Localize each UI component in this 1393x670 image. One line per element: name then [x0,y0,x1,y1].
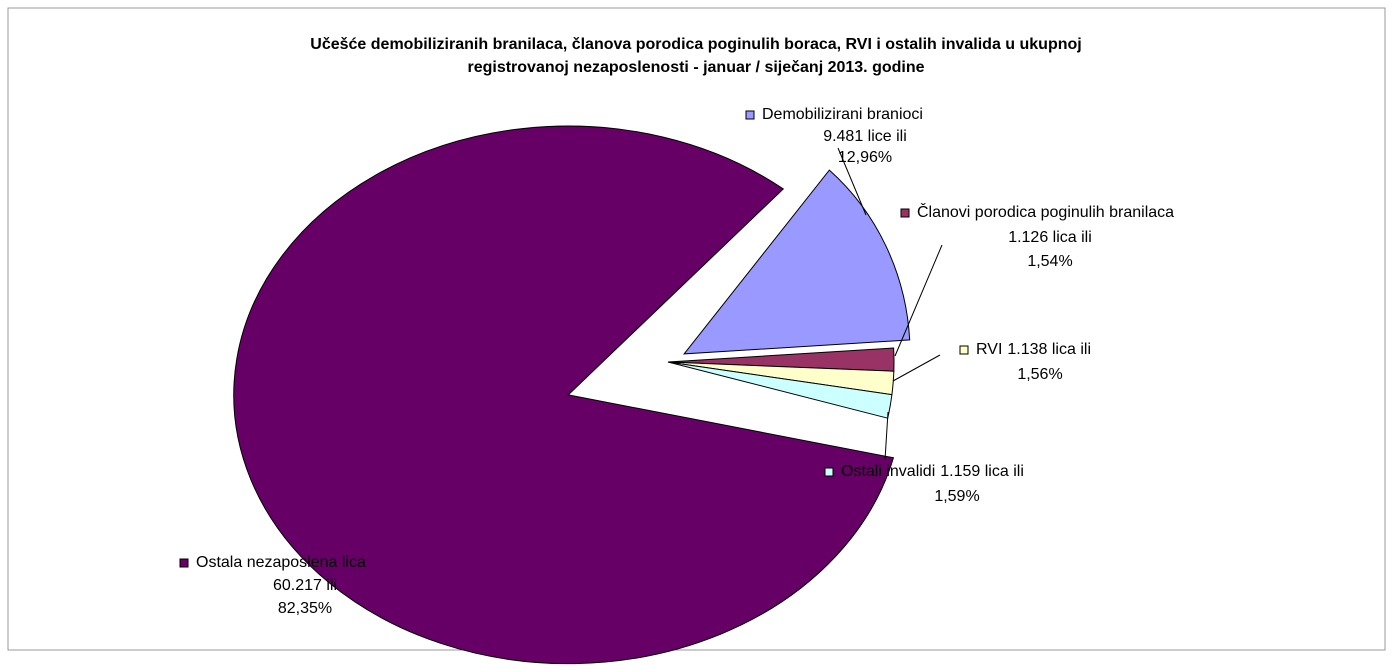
legend-marker [900,208,910,218]
legend-marker [179,558,189,568]
slice-label: Ostali invalidi [841,463,935,480]
slice-label: Ostala nezaposlena lica [196,554,366,571]
slice-count-label: 1.159 lica ili [940,463,1024,480]
leader-line [884,411,889,461]
slice-count-label: 9.481 lice ili [823,128,907,145]
legend-marker [959,345,969,355]
slice-value-label: 82,35% [278,600,332,617]
slice-value-label: 12,96% [838,149,892,166]
leader-line [892,354,941,382]
slice-label: Članovi porodica poginulih branilaca [917,202,1174,221]
slice-count-label: 60.217 ili [273,577,337,594]
slice-value-label: 1,54% [1027,253,1072,270]
slice-label: RVI [976,341,1002,358]
slice-label: Demobilizirani branioci [762,106,923,123]
slice-count-label: 1.126 lica ili [1008,229,1092,246]
leader-line [837,147,867,216]
slice-value-label: 1,56% [1017,366,1062,383]
pie-slice [233,125,895,665]
legend-marker [824,467,834,477]
slice-value-label: 1,59% [934,488,979,505]
leader-line [894,244,943,357]
chart-title: Učešće demobiliziranih branilaca, članov… [310,36,1081,53]
chart-title: registrovanoj nezaposlenosti - januar / … [467,59,924,76]
slice-count-label: 1.138 lica ili [1007,341,1091,358]
legend-marker [745,110,755,120]
